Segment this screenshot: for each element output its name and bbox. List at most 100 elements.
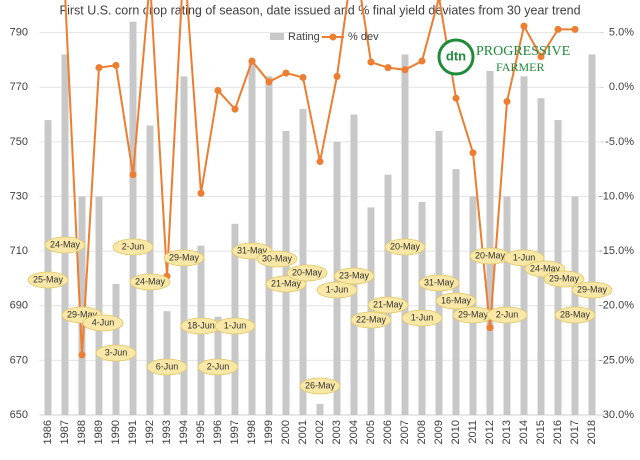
bar (571, 196, 579, 415)
line-point (436, 0, 442, 2)
annotation: 28-May (560, 309, 591, 319)
annotation: 2-Jun (207, 361, 230, 371)
annotation-bubble (571, 281, 613, 299)
bar (588, 54, 596, 415)
y2-tick-label: -10.0% (599, 190, 634, 202)
line-point (299, 73, 307, 81)
x-tick-label: 1995 (195, 420, 207, 444)
x-tick-label: 2015 (535, 420, 547, 444)
annotation: 3-Jun (105, 347, 128, 357)
annotation: 21-May (373, 299, 404, 309)
annotation: 18-Jun (187, 320, 215, 330)
annotation: 29-May (169, 252, 200, 262)
annotation-bubble (197, 358, 239, 376)
y-tick-label: 670 (10, 354, 28, 366)
bar (78, 196, 86, 415)
line-point (112, 61, 120, 69)
annotation: 24-May (530, 263, 561, 273)
line-point (231, 105, 239, 113)
annotation-bubble (401, 309, 443, 327)
x-tick-label: 1987 (59, 420, 71, 444)
x-tick-label: 2005 (365, 420, 377, 444)
line-point (520, 22, 528, 30)
bar (469, 196, 477, 415)
annotation: 1-Jun (224, 320, 247, 330)
annotation-bubble (418, 274, 460, 292)
x-tick-label: 2012 (484, 420, 496, 444)
x-tick-label: 1993 (161, 420, 173, 444)
y2-tick-label: 0.0% (609, 81, 634, 93)
annotation: 1-Jun (513, 252, 536, 262)
x-tick-label: 2001 (297, 420, 309, 444)
y-tick-label: 770 (10, 81, 28, 93)
x-tick-label: 2007 (399, 420, 411, 444)
x-tick-label: 2004 (348, 420, 360, 444)
x-tick-label: 1996 (212, 420, 224, 444)
annotation-bubble (163, 249, 205, 267)
annotation-bubble (435, 292, 477, 310)
x-tick-label: 1997 (229, 420, 241, 444)
x-tick-label: 1998 (246, 420, 258, 444)
bar (350, 114, 358, 415)
bar (367, 207, 375, 415)
x-tick-label: 2016 (552, 420, 564, 444)
legend-label: % dev (348, 31, 379, 43)
x-tick-label: 1992 (144, 420, 156, 444)
annotation-bubble (316, 281, 358, 299)
line-point (571, 25, 579, 33)
chart-title: First U.S. corn crop rating of season, d… (59, 3, 580, 17)
annotation-bubble (44, 236, 86, 254)
x-tick-label: 2011 (467, 420, 479, 444)
annotation-bubble (256, 250, 298, 268)
bar (520, 76, 528, 416)
line-point (248, 57, 256, 65)
bar (418, 201, 426, 415)
annotation: 29-May (577, 284, 608, 294)
y-tick-label: 730 (10, 190, 28, 202)
bar (44, 120, 52, 415)
annotation: 29-May (549, 273, 580, 283)
annotation: 20-May (292, 267, 323, 277)
logo-name: PROGRESSIVE (476, 44, 570, 59)
annotation-bubble (350, 311, 392, 329)
bar (384, 174, 392, 415)
bar (452, 169, 460, 415)
annotation: 30-May (262, 253, 293, 263)
x-tick-label: 1986 (42, 420, 54, 444)
annotation: 16-May (441, 295, 472, 305)
annotation: 2-Jun (496, 309, 519, 319)
annotation: 24-May (50, 239, 81, 249)
annotation: 1-Jun (411, 312, 434, 322)
line-point (214, 87, 222, 95)
annotation: 24-May (135, 276, 166, 286)
x-tick-label: 2009 (433, 420, 445, 444)
annotation: 26-May (305, 380, 336, 390)
annotation-bubble (543, 270, 585, 288)
line (64, 0, 575, 355)
x-tick-label: 2002 (314, 420, 326, 444)
annotation-bubble (554, 306, 596, 324)
annotation-bubble (286, 264, 328, 282)
annotation-bubble (384, 238, 426, 256)
bar (129, 21, 137, 415)
y2-tick-label: -20.0% (599, 300, 634, 312)
annotation: 23-May (339, 270, 370, 280)
annotation-bubble (367, 296, 409, 314)
legend-label: Rating (288, 31, 320, 43)
bar (61, 54, 69, 415)
x-tick-label: 2003 (331, 420, 343, 444)
annotation: 20-May (475, 250, 506, 260)
line-point (129, 171, 137, 179)
bar (435, 130, 443, 415)
annotation: 31-May (424, 277, 455, 287)
bar (316, 404, 324, 415)
y-tick-label: 710 (10, 245, 28, 257)
line-point (418, 57, 426, 65)
y2-tick-label: -15.0% (599, 245, 634, 257)
y-tick-label: 650 (10, 409, 28, 421)
annotation: 2-Jun (122, 241, 145, 251)
x-tick-label: 1990 (110, 420, 122, 444)
bar (401, 54, 409, 415)
logo-sub: FARMER (496, 60, 544, 74)
bar (248, 59, 256, 416)
